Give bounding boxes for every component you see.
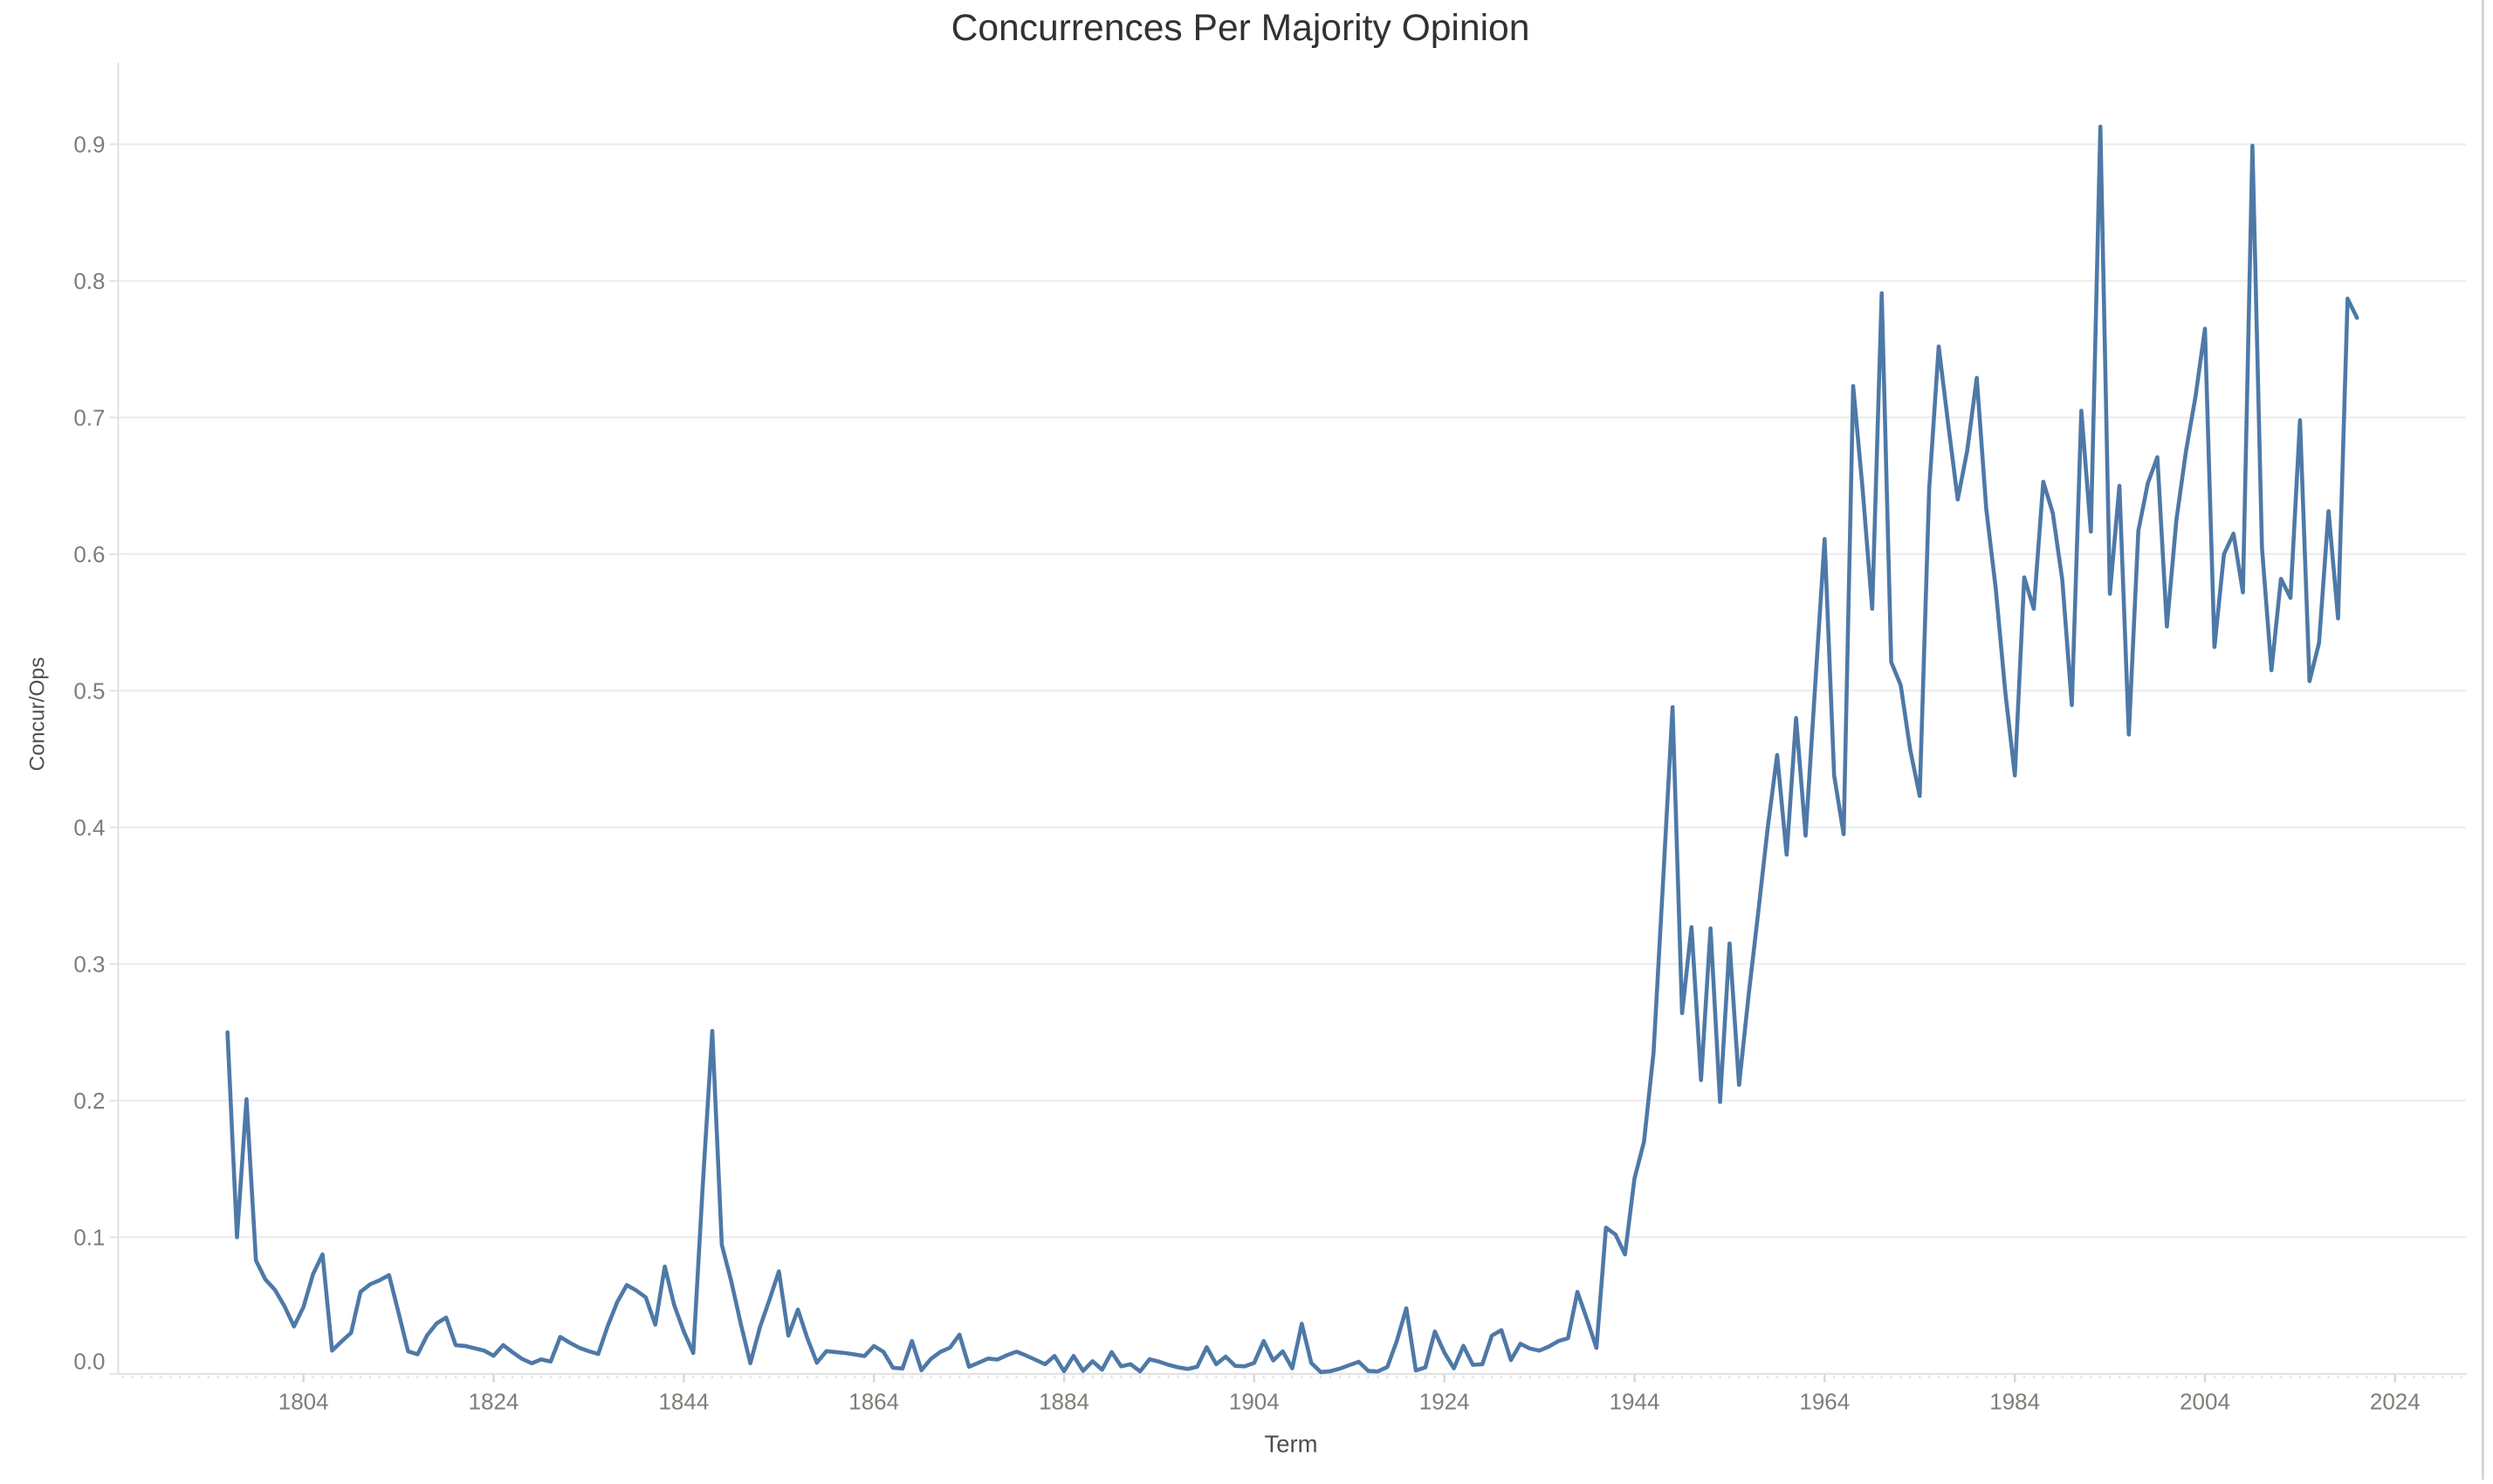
svg-text:1824: 1824	[469, 1389, 519, 1415]
svg-text:0.5: 0.5	[73, 678, 105, 704]
svg-text:1984: 1984	[1989, 1389, 2040, 1415]
svg-text:1864: 1864	[848, 1389, 899, 1415]
svg-text:2024: 2024	[2370, 1389, 2421, 1415]
svg-text:1904: 1904	[1229, 1389, 1280, 1415]
svg-text:2004: 2004	[2180, 1389, 2230, 1415]
svg-text:0.9: 0.9	[73, 132, 105, 158]
svg-text:0.3: 0.3	[73, 952, 105, 978]
svg-text:1944: 1944	[1610, 1389, 1660, 1415]
svg-text:Term: Term	[1264, 1431, 1317, 1458]
svg-text:1924: 1924	[1419, 1389, 1470, 1415]
svg-text:0.4: 0.4	[73, 814, 105, 841]
svg-text:1964: 1964	[1799, 1389, 1850, 1415]
svg-text:Concur/Ops: Concur/Ops	[26, 657, 50, 772]
svg-text:0.0: 0.0	[73, 1348, 105, 1374]
svg-text:1804: 1804	[278, 1389, 329, 1415]
svg-text:0.7: 0.7	[73, 405, 105, 431]
svg-text:0.6: 0.6	[73, 541, 105, 567]
svg-text:1844: 1844	[658, 1389, 709, 1415]
svg-text:0.8: 0.8	[73, 268, 105, 294]
svg-text:0.1: 0.1	[73, 1225, 105, 1251]
svg-text:Concurrences Per Majority Opin: Concurrences Per Majority Opinion	[951, 7, 1530, 49]
svg-text:0.2: 0.2	[73, 1088, 105, 1114]
svg-text:1884: 1884	[1039, 1389, 1089, 1415]
